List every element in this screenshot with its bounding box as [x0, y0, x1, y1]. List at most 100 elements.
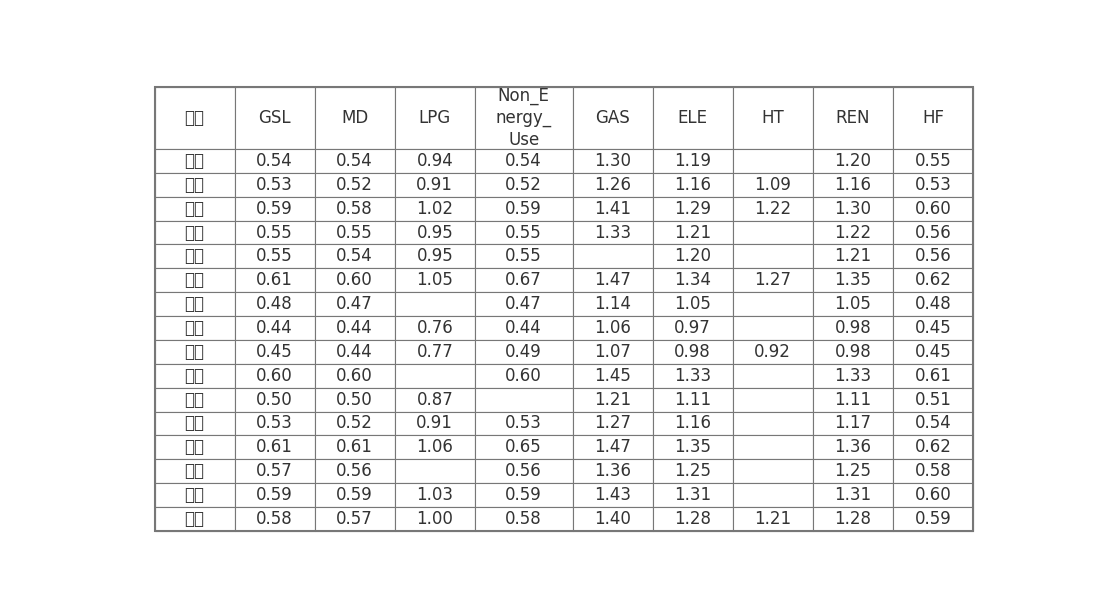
Bar	[154, 340, 234, 364]
Bar	[395, 87, 475, 149]
Bar	[893, 340, 974, 364]
Bar	[315, 292, 395, 316]
Bar	[234, 340, 315, 364]
Bar	[652, 220, 733, 245]
Bar	[733, 459, 813, 483]
Bar	[733, 197, 813, 220]
Bar	[315, 507, 395, 531]
Text: 0.59: 0.59	[505, 486, 542, 504]
Text: 울산: 울산	[185, 367, 205, 385]
Text: 0.53: 0.53	[505, 415, 542, 432]
Bar	[573, 316, 652, 340]
Text: 0.48: 0.48	[914, 295, 952, 313]
Bar	[154, 245, 234, 268]
Bar	[573, 87, 652, 149]
Text: 1.02: 1.02	[416, 200, 453, 218]
Text: 0.54: 0.54	[914, 415, 952, 432]
Bar	[234, 87, 315, 149]
Bar	[893, 220, 974, 245]
Text: 1.45: 1.45	[594, 367, 631, 385]
Text: 0.45: 0.45	[914, 319, 952, 337]
Text: 0.95: 0.95	[417, 223, 453, 242]
Text: 0.53: 0.53	[256, 176, 293, 194]
Text: 전남: 전남	[185, 415, 205, 432]
Bar	[733, 388, 813, 412]
Bar	[315, 316, 395, 340]
Bar	[573, 268, 652, 292]
Bar	[475, 245, 573, 268]
Bar	[813, 245, 893, 268]
Bar	[813, 197, 893, 220]
Text: 광주: 광주	[185, 248, 205, 265]
Bar	[234, 364, 315, 388]
Text: 0.56: 0.56	[914, 223, 952, 242]
Text: 0.52: 0.52	[505, 176, 542, 194]
Bar	[733, 220, 813, 245]
Text: 0.54: 0.54	[337, 248, 373, 265]
Bar	[475, 316, 573, 340]
Text: 1.28: 1.28	[674, 510, 712, 528]
Text: 0.57: 0.57	[256, 462, 293, 480]
Bar	[733, 340, 813, 364]
Text: 1.27: 1.27	[755, 271, 791, 290]
Bar	[893, 364, 974, 388]
Bar	[475, 435, 573, 459]
Bar	[395, 245, 475, 268]
Text: 경북: 경북	[185, 223, 205, 242]
Text: 1.25: 1.25	[674, 462, 712, 480]
Text: 0.95: 0.95	[417, 248, 453, 265]
Text: 0.61: 0.61	[256, 271, 293, 290]
Bar	[813, 412, 893, 435]
Bar	[733, 173, 813, 197]
Bar	[573, 197, 652, 220]
Text: 0.50: 0.50	[256, 391, 293, 409]
Text: 1.47: 1.47	[594, 438, 631, 456]
Text: HF: HF	[922, 109, 944, 127]
Bar	[652, 507, 733, 531]
Bar	[733, 316, 813, 340]
Text: 0.44: 0.44	[337, 343, 373, 361]
Text: 0.77: 0.77	[417, 343, 453, 361]
Bar	[234, 220, 315, 245]
Text: 1.31: 1.31	[674, 486, 712, 504]
Bar	[315, 245, 395, 268]
Bar	[813, 507, 893, 531]
Text: 0.60: 0.60	[256, 367, 293, 385]
Bar	[475, 197, 573, 220]
Bar	[475, 388, 573, 412]
Bar	[893, 292, 974, 316]
Bar	[395, 149, 475, 173]
Text: 0.91: 0.91	[416, 415, 453, 432]
Bar	[813, 87, 893, 149]
Text: 1.21: 1.21	[674, 223, 712, 242]
Text: 0.55: 0.55	[256, 248, 293, 265]
Bar	[154, 483, 234, 507]
Bar	[652, 483, 733, 507]
Bar	[573, 149, 652, 173]
Text: 1.33: 1.33	[674, 367, 712, 385]
Bar	[893, 388, 974, 412]
Text: 1.17: 1.17	[835, 415, 871, 432]
Text: 1.05: 1.05	[416, 271, 453, 290]
Bar	[475, 292, 573, 316]
Text: 0.54: 0.54	[337, 152, 373, 170]
Text: 0.45: 0.45	[914, 343, 952, 361]
Text: 0.55: 0.55	[914, 152, 952, 170]
Text: 0.58: 0.58	[505, 510, 542, 528]
Text: 0.98: 0.98	[674, 343, 711, 361]
Bar	[154, 87, 234, 149]
Text: 0.53: 0.53	[914, 176, 952, 194]
Bar	[733, 435, 813, 459]
Text: 인천: 인천	[185, 391, 205, 409]
Bar	[893, 197, 974, 220]
Bar	[395, 268, 475, 292]
Bar	[315, 173, 395, 197]
Bar	[315, 483, 395, 507]
Bar	[652, 87, 733, 149]
Text: 강원: 강원	[185, 152, 205, 170]
Text: 1.11: 1.11	[834, 391, 871, 409]
Text: 0.59: 0.59	[256, 200, 293, 218]
Bar	[893, 245, 974, 268]
Bar	[652, 292, 733, 316]
Text: ELE: ELE	[678, 109, 707, 127]
